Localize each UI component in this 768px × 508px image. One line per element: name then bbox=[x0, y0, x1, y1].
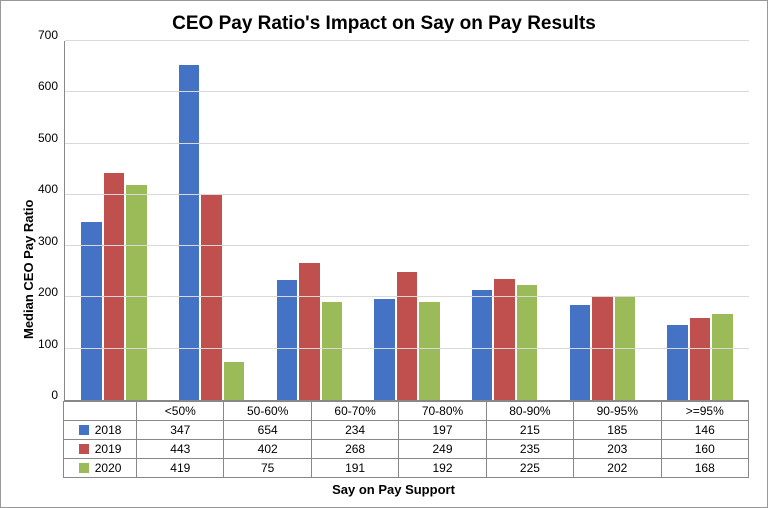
bar bbox=[224, 362, 245, 400]
grid-line bbox=[65, 194, 749, 195]
bar bbox=[81, 222, 102, 400]
legend-label: 2019 bbox=[95, 442, 122, 456]
table-category-header: 80-90% bbox=[486, 402, 573, 421]
data-table: <50%50-60%60-70%70-80%80-90%90-95%>=95%2… bbox=[63, 401, 749, 478]
legend-swatch bbox=[79, 425, 89, 435]
table-cell: 191 bbox=[311, 459, 398, 478]
bar bbox=[277, 280, 298, 400]
bar bbox=[419, 302, 440, 400]
table-cell: 197 bbox=[399, 421, 486, 440]
bar-group bbox=[554, 41, 652, 400]
table-category-header: <50% bbox=[137, 402, 224, 421]
table-cell: 75 bbox=[224, 459, 311, 478]
legend-label: 2020 bbox=[95, 461, 122, 475]
bar-group bbox=[651, 41, 749, 400]
bar-group bbox=[65, 41, 163, 400]
bar bbox=[179, 65, 200, 400]
legend-swatch bbox=[79, 463, 89, 473]
table-cell: 185 bbox=[574, 421, 661, 440]
legend-cell: 2018 bbox=[64, 421, 137, 440]
table-cell: 192 bbox=[399, 459, 486, 478]
table-cell: 234 bbox=[311, 421, 398, 440]
data-table-wrap: <50%50-60%60-70%70-80%80-90%90-95%>=95%2… bbox=[38, 401, 749, 478]
table-cell: 443 bbox=[137, 440, 224, 459]
grid-line bbox=[65, 91, 749, 92]
table-category-header: 70-80% bbox=[399, 402, 486, 421]
bar bbox=[397, 272, 418, 400]
bar bbox=[667, 325, 688, 400]
table-cell: 215 bbox=[486, 421, 573, 440]
legend-label: 2018 bbox=[95, 423, 122, 437]
plot-area bbox=[64, 41, 749, 401]
table-category-header: 90-95% bbox=[574, 402, 661, 421]
table-cell: 235 bbox=[486, 440, 573, 459]
x-axis-label: Say on Pay Support bbox=[38, 482, 749, 497]
chart-inner: Median CEO Pay Ratio 7006005004003002001… bbox=[19, 41, 749, 497]
y-tick-column: 7006005004003002001000 bbox=[38, 41, 64, 401]
table-cell: 225 bbox=[486, 459, 573, 478]
bar bbox=[322, 302, 343, 400]
bar bbox=[126, 185, 147, 400]
table-cell: 203 bbox=[574, 440, 661, 459]
bar bbox=[104, 173, 125, 400]
table-cell: 654 bbox=[224, 421, 311, 440]
y-axis-label: Median CEO Pay Ratio bbox=[19, 41, 38, 497]
grid-line bbox=[65, 348, 749, 349]
grid-line bbox=[65, 40, 749, 41]
bar bbox=[494, 279, 515, 400]
table-corner bbox=[64, 402, 137, 421]
bar-groups bbox=[65, 41, 749, 400]
bar-group bbox=[163, 41, 261, 400]
bar-group bbox=[260, 41, 358, 400]
chart-title: CEO Pay Ratio's Impact on Say on Pay Res… bbox=[19, 13, 749, 35]
table-cell: 268 bbox=[311, 440, 398, 459]
plot-row: 7006005004003002001000 bbox=[38, 41, 749, 401]
chart-right: 7006005004003002001000 <50%50-60%60-70%7… bbox=[38, 41, 749, 497]
grid-line bbox=[65, 296, 749, 297]
table-cell: 202 bbox=[574, 459, 661, 478]
table-cell: 249 bbox=[399, 440, 486, 459]
table-cell: 402 bbox=[224, 440, 311, 459]
table-cell: 419 bbox=[137, 459, 224, 478]
grid-line bbox=[65, 245, 749, 246]
table-category-header: >=95% bbox=[661, 402, 748, 421]
bar bbox=[517, 285, 538, 400]
bar bbox=[690, 318, 711, 400]
bar-group bbox=[358, 41, 456, 400]
bar bbox=[712, 314, 733, 400]
grid-line bbox=[65, 143, 749, 144]
table-category-header: 50-60% bbox=[224, 402, 311, 421]
bar bbox=[374, 299, 395, 400]
chart-container: CEO Pay Ratio's Impact on Say on Pay Res… bbox=[0, 0, 768, 508]
bar bbox=[299, 263, 320, 400]
bar-group bbox=[456, 41, 554, 400]
table-category-header: 60-70% bbox=[311, 402, 398, 421]
bar bbox=[570, 305, 591, 400]
legend-swatch bbox=[79, 444, 89, 454]
legend-cell: 2020 bbox=[64, 459, 137, 478]
legend-cell: 2019 bbox=[64, 440, 137, 459]
table-cell: 160 bbox=[661, 440, 748, 459]
bar bbox=[472, 290, 493, 400]
table-cell: 168 bbox=[661, 459, 748, 478]
table-spacer bbox=[38, 401, 63, 478]
table-cell: 146 bbox=[661, 421, 748, 440]
table-cell: 347 bbox=[137, 421, 224, 440]
